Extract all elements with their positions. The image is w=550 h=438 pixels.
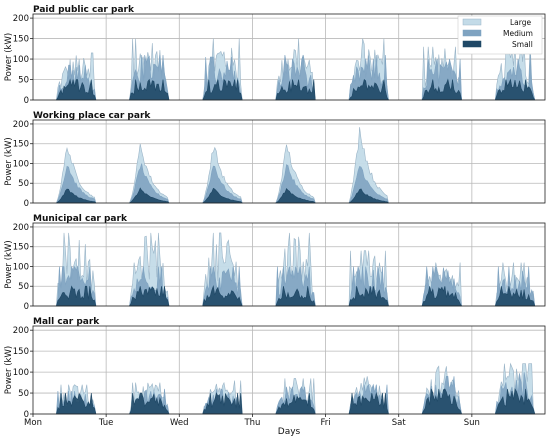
y-tick-label: 150 xyxy=(13,140,29,150)
y-tick-label: 200 xyxy=(13,14,29,24)
area-small-mon xyxy=(55,78,97,101)
area-small-tue xyxy=(129,78,170,101)
area-small-sun xyxy=(495,388,536,415)
area-small-sun xyxy=(495,78,536,101)
x-tick-label: Wed xyxy=(170,418,189,428)
area-small-wed xyxy=(202,285,243,307)
area-small-thu xyxy=(275,79,316,101)
panel-municipal: Municipal car park 0 50 100 150 200 Power (kW… xyxy=(4,214,546,312)
area-small-mon xyxy=(56,392,97,415)
area-small-sat xyxy=(421,78,462,101)
area-small-fri xyxy=(348,188,390,204)
area-small-mon xyxy=(55,188,97,204)
y-tick-label: 150 xyxy=(13,35,29,45)
y-tick-label: 150 xyxy=(13,347,29,357)
area-small-sun xyxy=(495,286,536,307)
plot-frame xyxy=(32,119,546,204)
area-small-wed xyxy=(202,78,243,101)
panel-title: Municipal car park xyxy=(33,214,128,224)
panel-working-place: Working place car park 0 50 100 150 200 Power… xyxy=(4,111,546,209)
x-tick-label: Sun xyxy=(464,418,480,428)
y-axis-label: Power (kW) xyxy=(4,346,14,394)
y-tick-label: 0 xyxy=(24,96,29,106)
panel-title: Paid public car park xyxy=(33,5,135,15)
y-tick-label: 0 xyxy=(24,302,29,312)
y-tick-label: 200 xyxy=(13,120,29,130)
area-small-tue xyxy=(129,392,170,415)
x-tick-label: Mon xyxy=(24,418,42,428)
legend: Large Medium Small xyxy=(457,15,543,55)
legend-swatch-medium xyxy=(462,29,482,37)
legend-label-small: Small xyxy=(512,40,533,49)
area-small-mon xyxy=(56,285,97,307)
y-axis-label: Power (kW) xyxy=(4,33,14,81)
legend-label-large: Large xyxy=(510,18,531,27)
y-axis-label: Power (kW) xyxy=(4,240,14,288)
area-small-sat xyxy=(421,388,462,415)
x-axis-label: Days xyxy=(278,427,301,437)
y-tick-label: 150 xyxy=(13,243,29,253)
area-small-tue xyxy=(128,187,170,204)
y-tick-label: 100 xyxy=(13,55,29,65)
legend-swatch-small xyxy=(462,40,482,48)
area-small-wed xyxy=(202,187,243,204)
x-tick-label: Fri xyxy=(321,418,331,428)
area-small-fri xyxy=(348,78,390,101)
y-tick-label: 100 xyxy=(13,159,29,169)
area-small-sat xyxy=(421,286,462,307)
y-tick-label: 50 xyxy=(18,389,29,399)
y-tick-label: 200 xyxy=(13,223,29,233)
y-axis-label: Power (kW) xyxy=(4,137,14,185)
y-tick-label: 100 xyxy=(13,368,29,378)
area-small-fri xyxy=(348,286,389,307)
area-small-thu xyxy=(274,188,316,204)
area-small-thu xyxy=(275,392,316,415)
legend-swatch-large xyxy=(462,18,482,26)
plot-frame xyxy=(32,325,546,415)
x-tick-label: Sat xyxy=(392,418,407,428)
y-tick-label: 50 xyxy=(18,282,29,292)
x-tick-label: Thu xyxy=(243,418,260,428)
x-tick-label: Tue xyxy=(98,418,114,428)
area-small-tue xyxy=(128,286,170,307)
plot-frame xyxy=(32,222,546,307)
y-tick-label: 200 xyxy=(13,326,29,336)
legend-label-medium: Medium xyxy=(503,29,533,38)
y-tick-label: 50 xyxy=(18,179,29,189)
y-tick-label: 0 xyxy=(24,410,29,420)
y-tick-label: 100 xyxy=(13,262,29,272)
area-small-thu xyxy=(275,286,316,307)
y-tick-label: 0 xyxy=(24,199,29,209)
area-small-wed xyxy=(202,392,243,415)
panel-title: Working place car park xyxy=(33,111,151,121)
panel-mall: Mall car park 0 50 100 150 200 Power (kW) Mon T… xyxy=(4,317,546,428)
area-small-fri xyxy=(348,391,389,415)
panel-title: Mall car park xyxy=(33,317,100,327)
y-tick-label: 50 xyxy=(18,76,29,86)
plot-frame xyxy=(32,13,546,101)
